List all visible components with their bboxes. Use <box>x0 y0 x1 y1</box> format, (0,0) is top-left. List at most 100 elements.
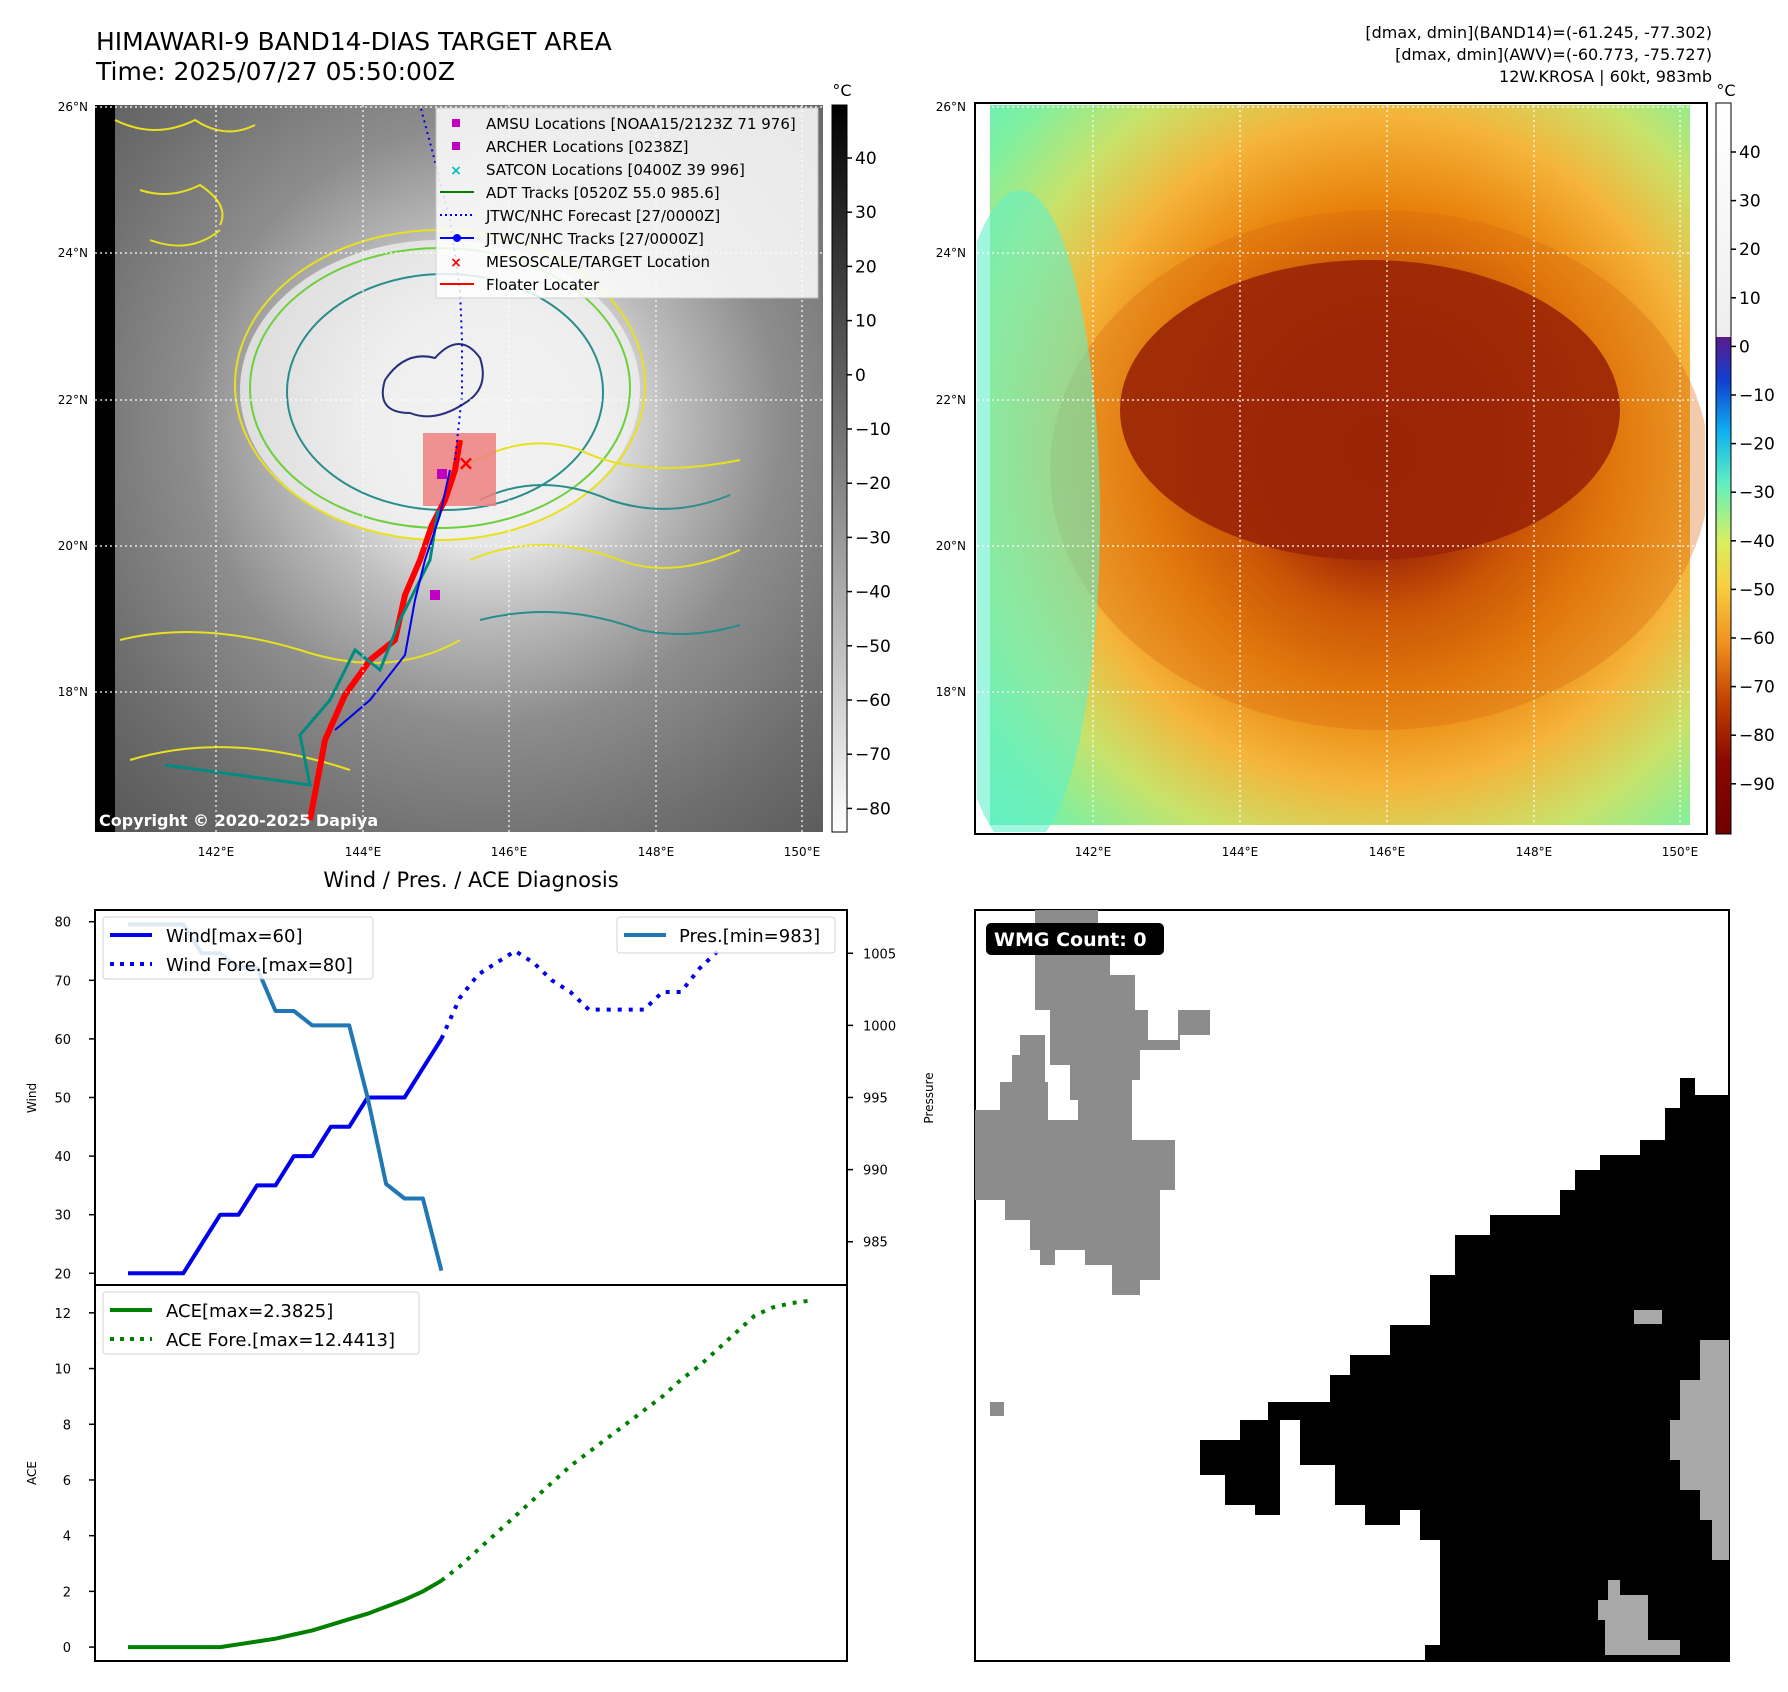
colorbar-tick-label: −80 <box>1739 726 1775 746</box>
axis-tick-label: 995 <box>863 1092 888 1107</box>
wmg-grey-region <box>975 910 1210 1295</box>
colorbar-tick-label: −90 <box>1739 775 1775 795</box>
colorbar-tick-label: −20 <box>1739 435 1775 455</box>
axis-tick-label: 12 <box>54 1307 71 1322</box>
axis-tick-label: 6 <box>63 1474 71 1489</box>
pres-legend: Pres.[min=983] <box>616 916 836 954</box>
wind-pres-chart: Wind Pressure 20 30 40 50 60 70 80 985 990 995 10… <box>25 909 936 1286</box>
series-line <box>439 949 720 1040</box>
axis-tick-label: 20 <box>54 1267 71 1282</box>
colorbar-tick-label: −30 <box>1739 483 1775 503</box>
stats-band14: [dmax, dmin](BAND14)=(-61.245, -77.302) <box>1365 23 1712 42</box>
colorbar-tick-label: 40 <box>1739 143 1761 163</box>
axis-tick-label: 10 <box>54 1363 71 1378</box>
colorbar-tick-label: 10 <box>855 312 877 332</box>
ace-legend: ACE[max=2.3825] ACE Fore.[max=12.4413] <box>102 1291 420 1355</box>
legend-label-floater: Floater Locater <box>486 276 600 294</box>
series-line <box>128 1578 443 1650</box>
ir-lat-label: 24°N <box>58 246 88 260</box>
ace-legend-label: ACE[max=2.3825] <box>166 1301 333 1322</box>
colorbar-tick-label: 20 <box>1739 240 1761 260</box>
awv-lon-label: 144°E <box>1222 845 1259 859</box>
ir-cdo <box>240 240 640 540</box>
colorbar-tick-label: −60 <box>855 691 891 711</box>
awv-gridlines <box>977 105 1705 832</box>
awv-lat-label: 20°N <box>936 539 966 553</box>
axis-tick-label: 8 <box>63 1418 71 1433</box>
axis-tick-label: 30 <box>54 1209 71 1224</box>
amsu-marker <box>437 469 447 479</box>
colorbar-tick-label: −40 <box>1739 532 1775 552</box>
ir-contour-core <box>381 343 484 418</box>
ir-lat-label: 22°N <box>58 393 88 407</box>
wmg-count-label: WMG Count: 0 <box>994 929 1147 951</box>
awv-lat-label: 24°N <box>936 246 966 260</box>
legend-label-target: MESOSCALE/TARGET Location <box>486 253 710 271</box>
colorbar-tick-label: 30 <box>1739 192 1761 212</box>
ir-contour-band-2 <box>479 484 741 635</box>
ir-lon-label: 148°E <box>638 845 675 859</box>
ir-contour-band <box>119 442 741 771</box>
wmg-grey-fleck <box>990 1402 1004 1416</box>
awv-colorbar-unit: °C <box>1716 81 1735 100</box>
axis-tick-label: 60 <box>54 1033 71 1048</box>
wmg-count-badge <box>986 923 1164 955</box>
floater-track <box>307 439 463 821</box>
ace-axis-label: ACE <box>25 1461 39 1485</box>
ir-lon-label: 146°E <box>491 845 528 859</box>
diagnosis-title: Wind / Pres. / ACE Diagnosis <box>323 868 618 892</box>
legend-marker-archer <box>452 142 460 150</box>
awv-lon-labels: 142°E 144°E 146°E 148°E 150°E <box>1075 845 1699 859</box>
colorbar-tick-label: −80 <box>855 799 891 819</box>
axis-tick-label: 80 <box>54 916 71 931</box>
colorbar-tick-label: 10 <box>1739 289 1761 309</box>
pressure-ticks: 985 990 995 1000 1005 <box>847 947 896 1251</box>
awv-colorbar-ramp <box>1715 102 1732 835</box>
pres-legend-box <box>616 916 836 954</box>
colorbar-tick-label: −60 <box>1739 629 1775 649</box>
awv-colorbar: °C 40 30 20 10 0 −10 −20 −30 −40 −50 −60 −70 −80 −90 <box>1715 81 1775 835</box>
ir-lon-label: 150°E <box>784 845 821 859</box>
ace-series <box>128 1298 811 1650</box>
wmg-light-grey-region <box>1598 1340 1729 1655</box>
copyright: Copyright © 2020-2025 Dapiya <box>99 811 378 830</box>
axis-tick-label: 40 <box>54 1150 71 1165</box>
colorbar-tick-label: −70 <box>855 745 891 765</box>
axis-tick-label: 1005 <box>863 947 896 962</box>
ir-lat-label: 26°N <box>58 100 88 114</box>
legend-label-satcon: SATCON Locations [0400Z 39 996] <box>486 161 745 179</box>
colorbar-tick-label: 0 <box>1739 337 1750 357</box>
storm-info: 12W.KROSA | 60kt, 983mb <box>1499 67 1712 86</box>
axis-tick-label: 4 <box>63 1530 71 1545</box>
legend-label-archer: ARCHER Locations [0238Z] <box>486 138 689 156</box>
legend-label-forecast: JTWC/NHC Forecast [27/0000Z] <box>485 207 720 225</box>
colorbar-tick-label: 0 <box>855 366 866 386</box>
awv-lon-label: 146°E <box>1369 845 1406 859</box>
ir-colorbar-ticks: 40 30 20 10 0 −10 −20 −30 −40 −50 −60 −70 −80 <box>847 149 891 819</box>
ir-colorbar: °C 40 30 20 10 0 −10 −20 −30 −40 −50 −60 −70 −80 <box>831 81 891 833</box>
colorbar-tick-label: 30 <box>855 203 877 223</box>
wmg-panel: WMG Count: 0 <box>974 909 1730 1662</box>
colorbar-tick-label: −70 <box>1739 678 1775 698</box>
awv-lon-label: 150°E <box>1662 845 1699 859</box>
archer-marker <box>430 590 440 600</box>
colorbar-tick-label: −40 <box>855 583 891 603</box>
colorbar-tick-label: 20 <box>855 257 877 277</box>
ir-lon-label: 144°E <box>345 845 382 859</box>
colorbar-tick-label: −50 <box>855 637 891 657</box>
colorbar-tick-label: −10 <box>855 420 891 440</box>
figure-title: HIMAWARI-9 BAND14-DIAS TARGET AREA <box>96 27 612 56</box>
axis-tick-label: 70 <box>54 974 71 989</box>
series-line <box>440 1298 811 1583</box>
axis-tick-label: 0 <box>63 1641 71 1656</box>
colorbar-tick-label: −50 <box>1739 580 1775 600</box>
axis-tick-label: 985 <box>863 1236 888 1251</box>
legend-label-tracks: JTWC/NHC Tracks [27/0000Z] <box>485 230 704 248</box>
awv-lon-label: 148°E <box>1516 845 1553 859</box>
pressure-axis-label: Pressure <box>922 1072 936 1123</box>
wind-ticks: 20 30 40 50 60 70 80 <box>54 916 95 1282</box>
awv-lat-label: 18°N <box>936 685 966 699</box>
jtwc-forecast <box>419 105 463 461</box>
awv-lat-label: 26°N <box>936 100 966 114</box>
ir-lat-label: 18°N <box>58 685 88 699</box>
